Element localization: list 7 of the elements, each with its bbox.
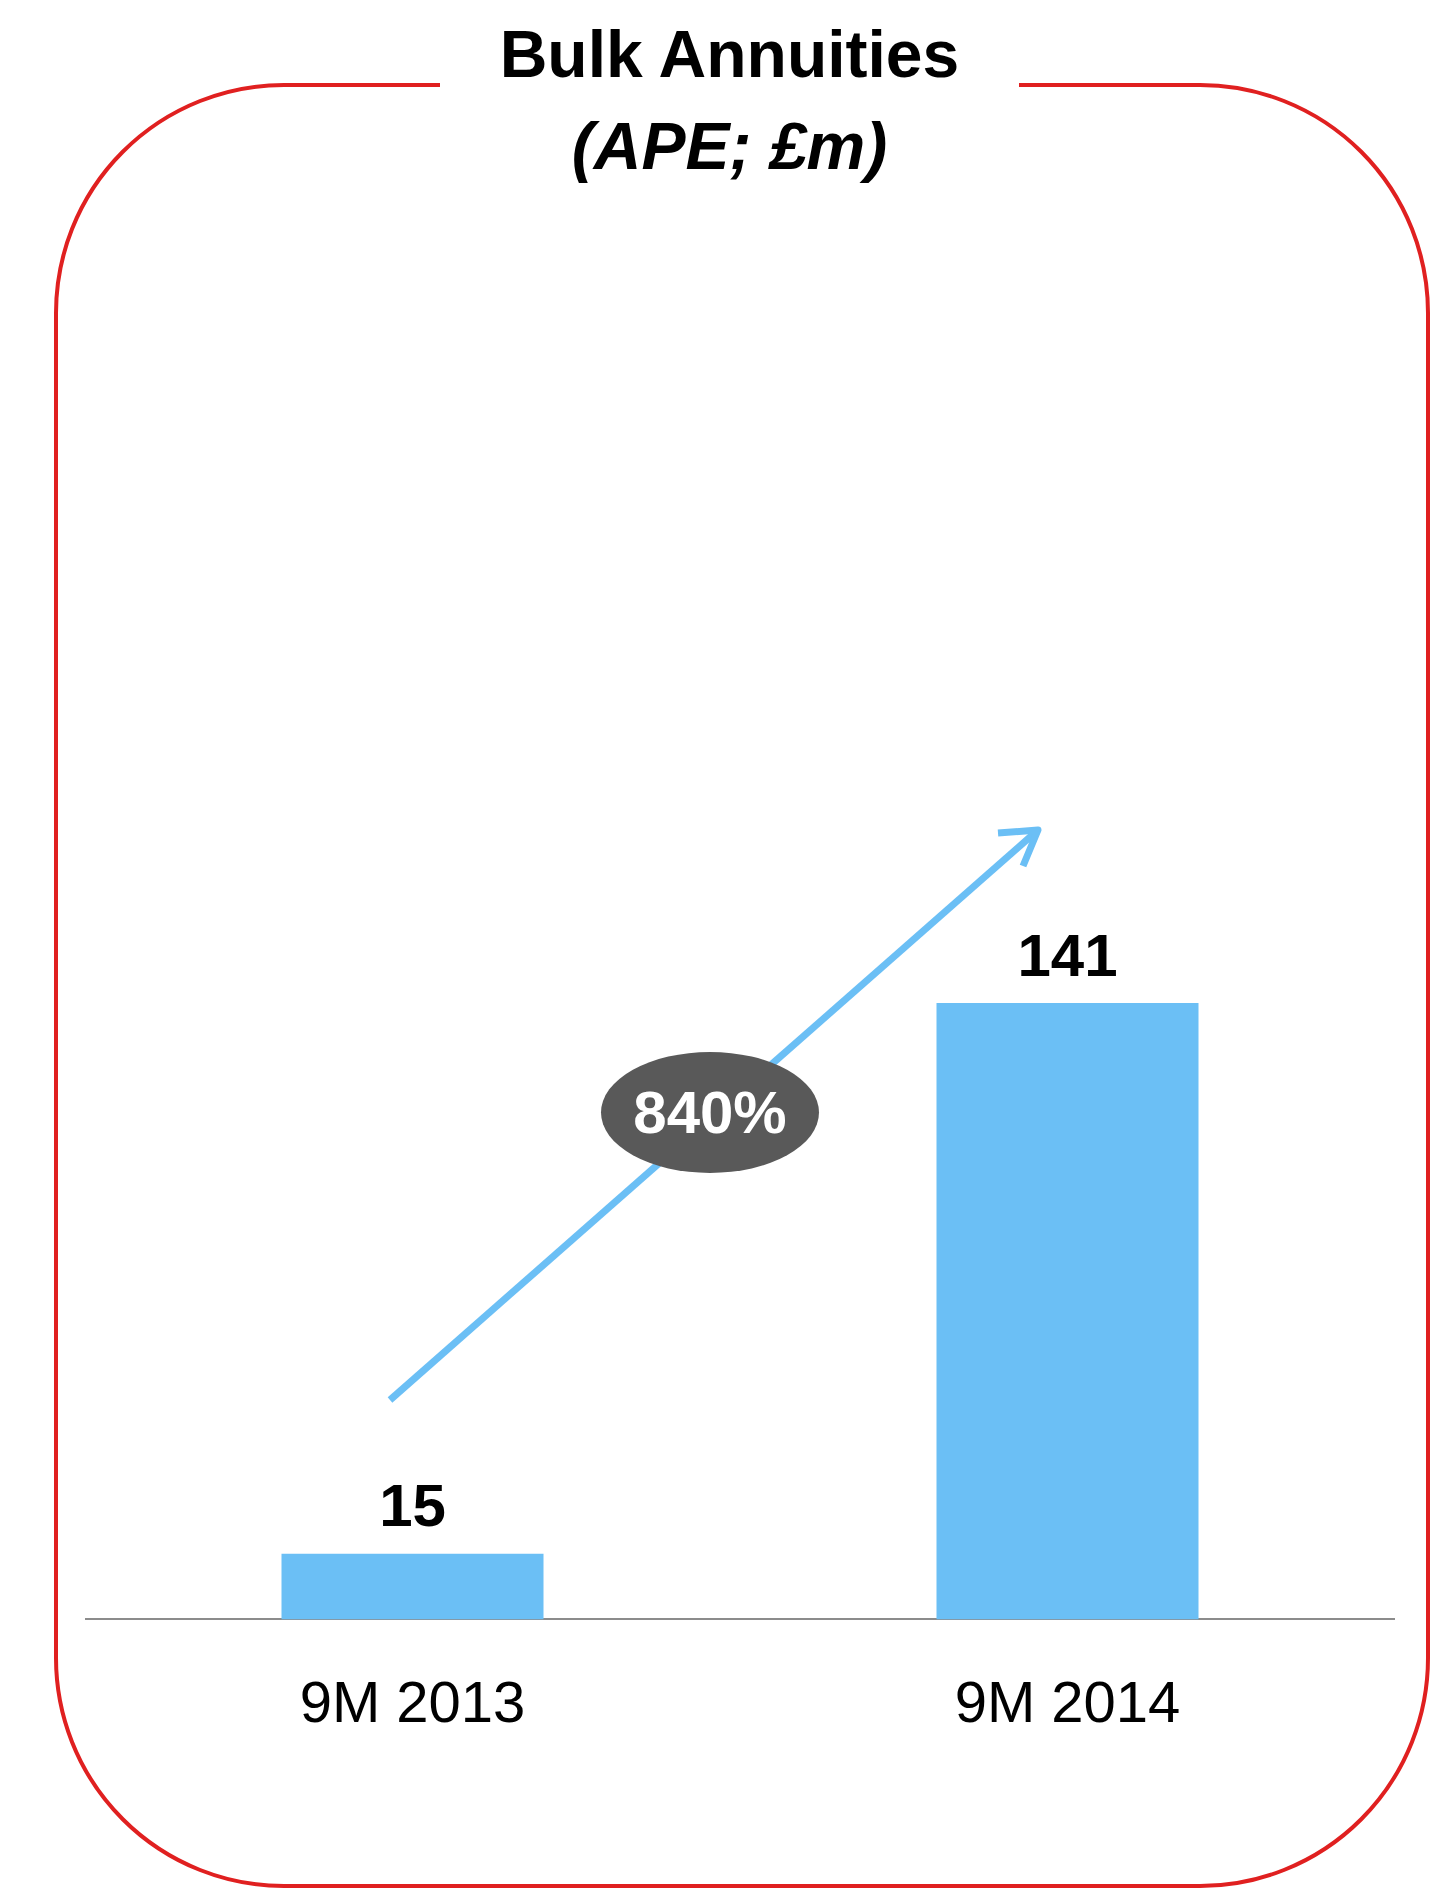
annotation: 840% [601, 1052, 819, 1173]
chart-subtitle: (APE; £m) [570, 108, 889, 184]
chart-title: Bulk Annuities [439, 17, 1020, 91]
x-tick-label: 9M 2014 [954, 1669, 1181, 1735]
x-tick-label: 9M 2013 [299, 1669, 526, 1735]
data-label: 15 [379, 1472, 446, 1540]
data-label: 141 [1017, 921, 1118, 989]
